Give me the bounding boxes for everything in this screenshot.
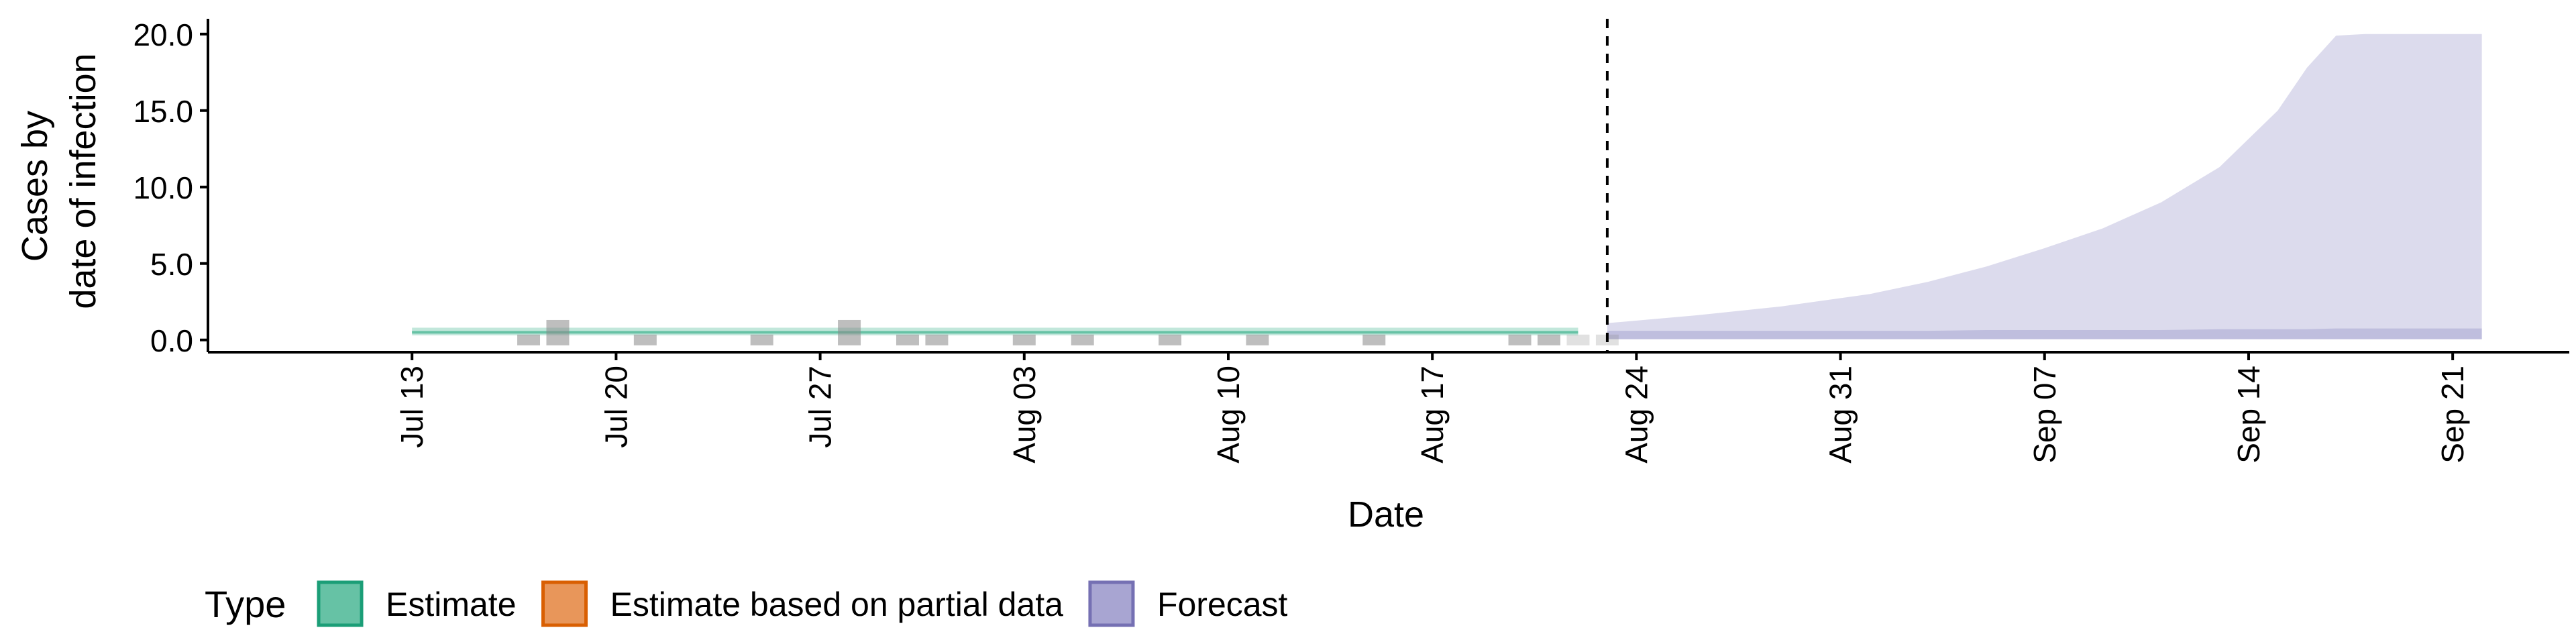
x-axis-ticks: Jul 13 Jul 20 Jul 27 Aug 03 Aug 10 Aug 17 Aug …: [394, 352, 2470, 464]
reported-case-bar-14: [1538, 334, 1561, 345]
reported-case-bar-1: [517, 334, 541, 345]
reported-case-bar-15: [1566, 334, 1590, 345]
y-axis-title: Cases by date of infection: [15, 53, 103, 309]
reported-case-bar-5: [838, 319, 861, 345]
x-tick-label-11: Sep 21: [2435, 366, 2470, 464]
y-axis-ticks: 0.0 5.0 10.0 15.0 20.0: [133, 17, 208, 358]
x-tick-label-6: Aug 17: [1415, 366, 1450, 464]
y-tick-label-1: 0.0: [150, 323, 193, 358]
y-tick-label-3: 10.0: [133, 170, 193, 205]
x-tick-label-9: Sep 07: [2027, 366, 2062, 464]
x-tick-label-4: Aug 03: [1007, 366, 1042, 464]
plot-area: [412, 19, 2482, 352]
reported-case-bar-6: [896, 334, 919, 345]
y-tick-label-2: 5.0: [150, 247, 193, 282]
x-tick-label-8: Aug 31: [1823, 366, 1858, 464]
x-axis-title: Date: [1348, 494, 1424, 535]
reported-case-bar-4: [750, 334, 773, 345]
legend-key-3: [1088, 580, 1135, 627]
x-tick-label-2: Jul 20: [598, 366, 633, 448]
reported-case-bar-2: [546, 319, 570, 345]
legend: Type Estimate Estimate based on partial d…: [205, 580, 1288, 627]
legend-title: Type: [205, 583, 286, 625]
forecast-inner-band: [1607, 328, 2482, 339]
y-tick-label-5: 20.0: [133, 17, 193, 52]
legend-label-1: Estimate: [386, 586, 517, 623]
x-tick-label-7: Aug 24: [1619, 366, 1654, 464]
reported-case-bar-3: [633, 334, 657, 345]
legend-label-2: Estimate based on partial data: [610, 586, 1064, 623]
forecast-outer-band: [1607, 34, 2482, 339]
x-tick-label-10: Sep 14: [2231, 366, 2266, 464]
reported-case-bar-7: [925, 334, 949, 345]
axes: [207, 19, 2569, 354]
reported-case-bar-12: [1362, 334, 1386, 345]
x-tick-label-3: Jul 27: [803, 366, 838, 448]
legend-label-3: Forecast: [1157, 586, 1288, 623]
y-tick-label-4: 15.0: [133, 94, 193, 129]
y-axis-title-line-1: Cases by: [15, 111, 55, 262]
reported-case-bar-10: [1159, 334, 1182, 345]
y-axis-title-line-2: date of infection: [63, 53, 103, 309]
legend-key-2: [541, 580, 588, 627]
reported-case-bar-8: [1012, 334, 1036, 345]
x-tick-label-5: Aug 10: [1211, 366, 1246, 464]
reported-case-bar-9: [1071, 334, 1094, 345]
x-tick-label-1: Jul 13: [394, 366, 429, 448]
reported-case-bar-11: [1246, 334, 1269, 345]
reported-case-bar-13: [1508, 334, 1532, 345]
legend-key-1: [317, 580, 364, 627]
